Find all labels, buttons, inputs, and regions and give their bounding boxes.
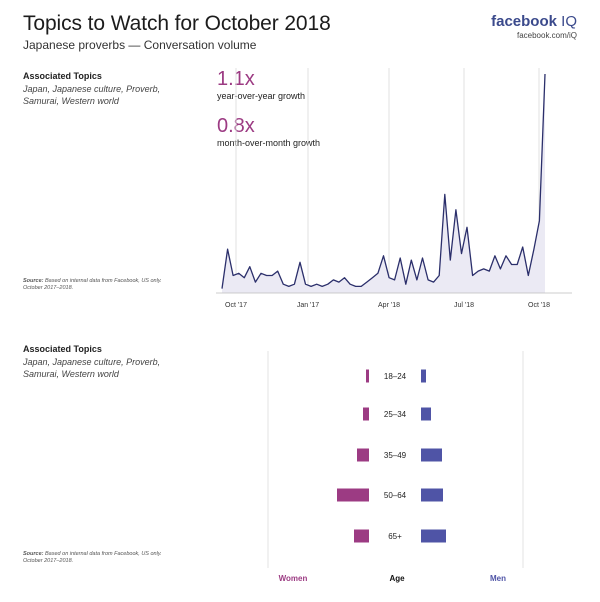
age-category-label: 25–34 [384,410,407,419]
page-title: Topics to Watch for October 2018 [23,12,331,35]
brand-name: facebook IQ [491,13,577,30]
age-category-label: 18–24 [384,372,407,381]
age-category-label: 35–49 [384,451,407,460]
brand-url: facebook.com/iQ [516,31,577,40]
bar-women [363,407,369,421]
kpi-yoy-label: year-over-year growth [217,91,306,101]
line-chart-series [221,73,546,289]
x-tick-label: Oct '17 [225,302,247,309]
bar-chart-marks: 18–24 25–34 35–49 50–64 65+ [337,369,446,543]
bar-chart-grid [267,351,524,568]
line-chart-area [222,74,545,293]
age-gender-bar-chart: 18–24 25–34 35–49 50–64 65+ Women Age Men [267,351,524,583]
brand-wordmark: facebook [491,13,557,30]
associated-topics-list: Japan, Japanese culture, Proverb, Samura… [23,84,161,106]
bar-men [421,407,431,421]
line-chart: Oct '17 Jan '17 Apr '18 Jul '18 Oct '18 [216,68,572,309]
bar-women [354,529,369,543]
line-chart-grid [235,68,540,293]
age-category-label: 50–64 [384,491,407,500]
associated-topics-heading: Associated Topics [23,344,102,354]
footer-women-label: Women [279,574,308,583]
brand-iq: IQ [561,13,577,30]
bar-men [421,369,426,383]
kpi-mom-label: month-over-month growth [217,138,321,148]
brand-logo: facebook IQ facebook.com/iQ [491,13,577,40]
source-label: Source: [23,551,44,557]
associated-topics-heading: Associated Topics [23,71,102,81]
source-note-top: Source: Based on internal data from Face… [23,278,173,292]
source-note-bottom: Source: Based on internal data from Face… [23,551,173,565]
footer-men-label: Men [490,574,506,583]
bar-women [357,448,369,462]
bar-men [421,448,442,462]
age-category-label: 65+ [388,532,402,541]
x-tick-label: Apr '18 [378,302,400,309]
x-tick-label: Jul '18 [454,302,474,309]
line-chart-x-ticks: Oct '17 Jan '17 Apr '18 Jul '18 Oct '18 [225,302,550,309]
bar-men [421,529,446,543]
source-label: Source: [23,278,44,284]
bar-men [421,488,443,502]
bar-women [366,369,369,383]
page-subtitle: Japanese proverbs — Conversation volume [23,38,257,52]
source-text: Based on internal data from Facebook, US… [23,278,162,291]
source-text: Based on internal data from Facebook, US… [23,551,162,564]
associated-topics-list: Japan, Japanese culture, Proverb, Samura… [23,357,161,379]
x-tick-label: Jan '17 [297,302,319,309]
x-tick-label: Oct '18 [528,302,550,309]
bar-women [337,488,369,502]
associated-topics-bottom: Associated Topics Japan, Japanese cultur… [23,344,198,380]
associated-topics-top: Associated Topics Japan, Japanese cultur… [23,71,198,107]
footer-age-label: Age [389,574,405,583]
